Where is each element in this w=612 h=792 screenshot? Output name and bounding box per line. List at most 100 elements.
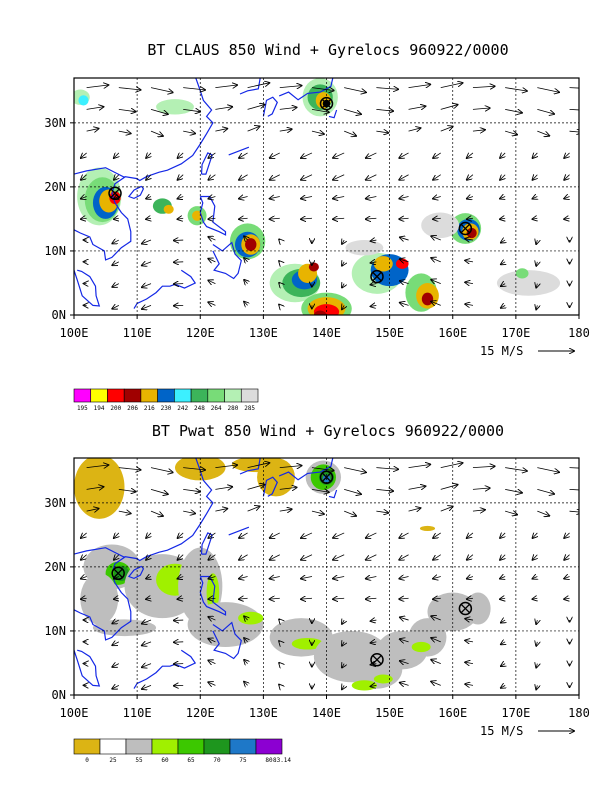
panel-pwat-coastline	[127, 565, 145, 580]
panel-pwat-x-tick-label: 180	[568, 706, 590, 720]
panel-claus-wind-vector	[270, 152, 280, 158]
panel-claus-wind-vector	[433, 174, 441, 180]
panel-claus-wind-vector	[333, 197, 345, 199]
panel-pwat-gyre-marker	[111, 566, 125, 581]
panel-claus-wind-vector	[408, 128, 421, 131]
panel-claus-field-blob	[373, 256, 393, 272]
panel-claus-wind-vector	[150, 87, 173, 93]
panel-pwat-wind-vector	[433, 532, 441, 538]
panel-pwat-wind-vector	[501, 685, 505, 687]
panel-claus-wind-vector	[376, 131, 388, 133]
panel-claus-x-tick-label: 130E	[249, 326, 278, 340]
panel-claus-wind-vector	[279, 129, 292, 131]
panel-pwat-vectors	[81, 463, 579, 690]
panel-claus-colorbar-swatch	[123, 388, 142, 403]
panel-claus-wind-vector	[112, 305, 120, 308]
panel-claus-coastlines	[74, 78, 338, 309]
panel-pwat-gyre-marker	[370, 653, 384, 667]
panel-pwat-wind-vector	[500, 577, 505, 579]
panel-pwat-wind-vector	[342, 620, 344, 624]
panel-claus-field-blob	[163, 204, 174, 214]
panel-claus-wind-vector	[371, 305, 377, 306]
panel-pwat-x-tick-label: 170E	[501, 706, 530, 720]
panel-claus-colorbar-swatch	[240, 388, 259, 403]
panel-pwat-wind-vector	[81, 533, 87, 538]
panel-pwat-colorbar-swatch	[229, 738, 257, 755]
panel-claus-wind-vector	[537, 109, 554, 114]
panel-pwat-wind-vector	[465, 662, 474, 663]
panel-pwat-coastline	[124, 458, 214, 562]
panel-claus-wind-vector	[533, 153, 538, 158]
panel-pwat-wind-vector	[467, 598, 474, 599]
panel-claus-wind-vector	[465, 260, 474, 261]
panel-pwat-colorbar-label: 60	[161, 757, 169, 764]
panel-pwat-wind-vector	[533, 577, 538, 579]
panel-claus-colorbar: 195 194 200 206 216 230 242 248 264 280 285	[73, 388, 259, 412]
panel-claus-wind-vector	[239, 174, 248, 180]
panel-pwat-wind-vector	[142, 685, 152, 689]
panel-claus-wind-vector	[81, 197, 87, 199]
panel-pwat-wind-vector	[301, 577, 313, 579]
panel-pwat-wind-vector	[247, 485, 265, 490]
panel-pwat-wind-vector	[208, 554, 216, 560]
panel-pwat-wind-vector	[564, 533, 569, 538]
panel-claus-colorbar-label: 242	[177, 405, 188, 412]
panel-pwat-wind-vector	[500, 555, 505, 560]
panel-pwat-gyre-cross	[372, 655, 382, 665]
panel-claus-field-blob	[466, 227, 477, 239]
panel-pwat-wind-vector	[114, 533, 119, 538]
panel-claus-coastline	[212, 241, 242, 280]
panel-claus-coastline	[262, 96, 279, 117]
panel-claus-coastline	[278, 78, 334, 101]
panel-claus-wind-vector	[311, 109, 329, 112]
panel-pwat-wind-vector	[569, 488, 579, 491]
panel-claus-wind-vector	[208, 259, 216, 262]
panel-pwat-wind-vector	[399, 554, 409, 560]
panel-claus-wind-vector	[569, 131, 579, 132]
panel-claus-x-tick-label: 110E	[123, 326, 152, 340]
panel-pwat-wind-vector	[533, 555, 538, 560]
panel-pwat-wind-vector	[279, 619, 280, 620]
panel-claus-wind-vector	[342, 305, 344, 309]
panel-pwat-colorbar-label: 55	[135, 757, 143, 764]
panel-claus-wind-vector	[505, 109, 522, 112]
panel-pwat-wind-vector	[270, 554, 280, 560]
panel-pwat-coastline	[228, 526, 250, 536]
panel-claus-wind-vector	[440, 105, 458, 110]
panel-claus-wind-vector	[467, 175, 474, 180]
panel-pwat-x-tick-label: 110E	[123, 706, 152, 720]
panel-claus-wind-vector	[537, 87, 559, 93]
panel-claus-wind-vector	[501, 240, 505, 242]
panel-pwat-field-blob	[80, 573, 119, 625]
panel-pwat-wind-vector	[399, 577, 409, 579]
panel-pwat-wind-vector	[279, 487, 297, 489]
panel-pwat-wind-vector	[301, 554, 313, 560]
panel-pwat-wind-vector	[239, 532, 248, 538]
panel-pwat-wind-vector	[536, 685, 537, 689]
panel-claus-vectors	[81, 83, 579, 310]
panel-claus-wind-vector	[366, 174, 377, 180]
panel-pwat-wind-vector	[146, 598, 151, 599]
panel-claus-coastline	[228, 146, 250, 156]
panel-claus-wind-vector	[366, 218, 377, 219]
panel-claus-x-tick-label: 160E	[438, 326, 467, 340]
panel-claus-wind-vector	[569, 108, 579, 111]
panel-claus-y-ticks: 0N 10N 20N 30N	[44, 116, 74, 322]
panel-claus-wind-vector	[178, 197, 184, 199]
panel-pwat-wind-vector	[536, 642, 537, 646]
panel-pwat-wind-vector	[399, 598, 409, 599]
panel-claus-wind-vector	[142, 240, 152, 244]
panel-pwat-wind-vector	[146, 555, 151, 560]
panel-claus-gyre-cross	[460, 223, 471, 234]
panel-claus-vector-reference-label: 15 M/S	[480, 344, 523, 358]
panel-claus-wind-vector	[239, 218, 248, 219]
panel-claus-colorbar-label: 216	[144, 405, 155, 412]
panel-pwat-gyre-cross	[113, 568, 123, 578]
panel-pwat-wind-vector	[366, 532, 377, 538]
panel-claus-gyre-cross	[321, 98, 332, 109]
panel-claus-wind-vector	[142, 262, 152, 266]
panel-claus-wind-vector	[431, 301, 441, 305]
panel-claus-wind-vector	[81, 218, 87, 219]
panel-claus-wind-vector	[533, 218, 538, 219]
panel-claus-wind-vector	[342, 262, 344, 266]
